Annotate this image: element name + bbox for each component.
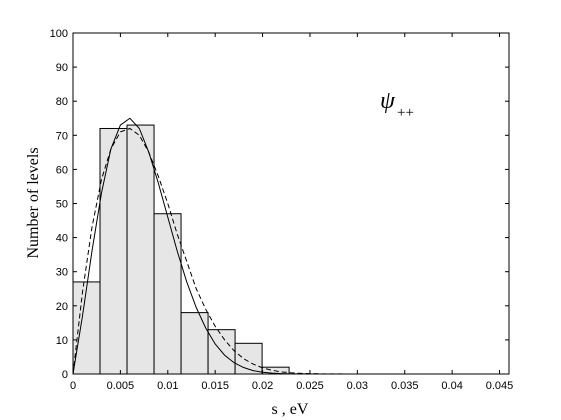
x-axis-label: s , eV bbox=[272, 401, 309, 418]
y-tick-label: 60 bbox=[56, 164, 68, 176]
histogram-bar-4 bbox=[180, 312, 209, 375]
y-tick-label: 100 bbox=[50, 28, 68, 40]
histogram-bars bbox=[72, 124, 290, 375]
histogram-bar-3 bbox=[153, 213, 182, 375]
y-tick-label: 80 bbox=[56, 96, 68, 108]
x-tick-label: 0 bbox=[70, 380, 76, 392]
x-tick-label: 0.005 bbox=[107, 380, 135, 392]
histogram-bar-0 bbox=[72, 281, 101, 375]
y-tick-label: 70 bbox=[56, 130, 68, 142]
y-axis-ticks: 0 10 20 30 40 50 60 70 80 90 100 bbox=[50, 28, 509, 381]
y-tick-label: 90 bbox=[56, 62, 68, 74]
x-tick-label: 0.02 bbox=[252, 380, 273, 392]
y-tick-label: 20 bbox=[56, 301, 68, 313]
psi-annotation: ψ ++ bbox=[380, 88, 414, 121]
y-tick-label: 0 bbox=[62, 369, 68, 381]
y-tick-label: 40 bbox=[56, 233, 68, 245]
x-axis-ticks: 0 0.005 0.01 0.015 0.02 0.025 0.03 0.035 0.04 0.0… bbox=[70, 33, 513, 392]
x-tick-label: 0.045 bbox=[486, 380, 514, 392]
y-axis-label: Number of levels bbox=[25, 147, 42, 258]
histogram-bar-2 bbox=[126, 124, 155, 375]
x-tick-label: 0.03 bbox=[347, 380, 368, 392]
histogram-bar-1 bbox=[99, 127, 128, 375]
x-tick-label: 0.035 bbox=[391, 380, 419, 392]
x-tick-label: 0.025 bbox=[296, 380, 324, 392]
y-tick-label: 10 bbox=[56, 335, 68, 347]
x-tick-label: 0.01 bbox=[157, 380, 178, 392]
x-tick-label: 0.015 bbox=[201, 380, 229, 392]
annotation-subscript: ++ bbox=[397, 105, 414, 121]
y-tick-label: 30 bbox=[56, 267, 68, 279]
y-tick-label: 50 bbox=[56, 199, 68, 211]
x-tick-label: 0.04 bbox=[441, 380, 462, 392]
fit-curve-dashed bbox=[72, 127, 509, 375]
annotation-symbol: ψ bbox=[380, 88, 396, 114]
